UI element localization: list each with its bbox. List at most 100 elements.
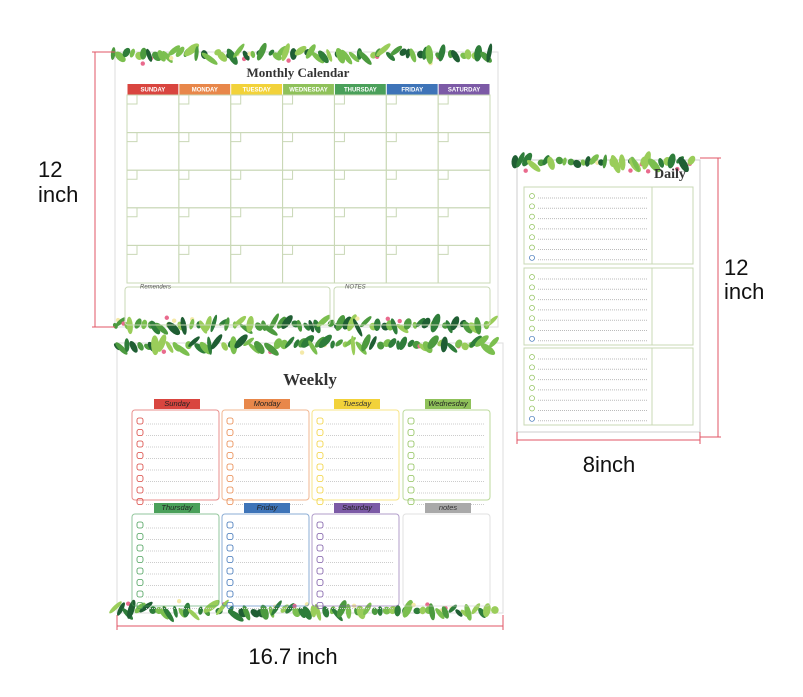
checkbox: [316, 498, 324, 505]
day-header: [231, 84, 283, 95]
leaf: [631, 156, 640, 172]
leaf: [667, 153, 676, 169]
checkbox: [136, 556, 144, 563]
leaf: [580, 159, 586, 166]
leaf: [567, 158, 575, 166]
flower: [140, 61, 145, 66]
date-box: [282, 132, 294, 143]
date-box: [386, 245, 397, 255]
checkbox: [529, 395, 535, 402]
date-box: [438, 132, 449, 143]
reminders-label: Remenders: [140, 285, 171, 291]
checkbox: [407, 486, 415, 494]
leaf: [385, 52, 396, 61]
day-header: [386, 84, 438, 95]
day-label: Monday: [254, 399, 282, 408]
leaf: [162, 606, 174, 623]
checkbox: [226, 579, 234, 586]
daily-section: [523, 347, 694, 426]
leaf: [352, 318, 363, 337]
leaf: [447, 343, 458, 353]
checkbox: [136, 498, 144, 505]
leaf: [547, 156, 555, 170]
flower: [176, 598, 182, 604]
leaf: [450, 316, 460, 331]
leaf: [589, 154, 599, 165]
day-label: WEDNESDAY: [289, 88, 327, 94]
leaf: [486, 43, 493, 63]
leaf: [361, 334, 371, 352]
checkbox: [407, 463, 415, 471]
date-box: [178, 95, 190, 105]
leaf: [440, 336, 448, 353]
leaf: [360, 316, 372, 328]
leaf: [441, 606, 449, 619]
flower: [171, 318, 177, 323]
leaf: [445, 320, 453, 334]
checkbox: [529, 213, 535, 220]
leaf: [146, 48, 153, 62]
leaf: [308, 320, 315, 333]
leaf: [293, 339, 300, 348]
checkbox: [407, 498, 415, 505]
leaf: [243, 337, 255, 347]
checkbox: [136, 567, 144, 575]
checkbox: [529, 354, 535, 360]
checkbox: [529, 234, 535, 241]
day-label: FRIDAY: [401, 88, 423, 94]
leaf: [678, 156, 689, 173]
leaf: [298, 607, 306, 619]
leaf: [647, 158, 661, 173]
leaf: [157, 50, 166, 62]
leaf: [218, 319, 228, 326]
leaf: [642, 151, 651, 170]
checkbox: [529, 315, 535, 322]
leaf: [149, 320, 161, 335]
day-label: SATURDAY: [448, 88, 480, 94]
dimension-label: 16.7 inch: [248, 644, 337, 669]
leaf: [562, 157, 567, 166]
checkbox: [136, 475, 144, 482]
leaf: [168, 45, 181, 56]
leaf: [347, 314, 357, 332]
checkbox: [226, 602, 234, 609]
flower: [168, 55, 174, 61]
day-header: [244, 503, 290, 513]
checkbox: [529, 305, 535, 311]
leaf: [330, 340, 335, 349]
date-box: [230, 132, 242, 143]
daily-sheet: [516, 159, 701, 433]
checkbox: [407, 440, 415, 448]
checkbox: [529, 294, 535, 301]
leaf: [268, 313, 279, 331]
leaf: [165, 341, 174, 353]
date-box: [438, 170, 449, 180]
leaf: [474, 45, 483, 62]
checkbox: [529, 224, 535, 230]
weekly-title: Weekly: [283, 370, 337, 389]
daily-title: Daily: [654, 167, 686, 182]
leaf: [602, 154, 608, 169]
leaf: [419, 606, 427, 615]
leaf: [273, 338, 283, 349]
leaf: [413, 607, 421, 615]
leaf: [425, 45, 434, 64]
day-header: [154, 399, 200, 409]
leaf: [115, 342, 128, 355]
checkbox: [529, 193, 535, 199]
leaf: [438, 44, 446, 62]
leaf: [264, 342, 279, 356]
flower: [299, 350, 305, 355]
leaf: [207, 336, 213, 355]
leaf: [284, 336, 295, 349]
leaf: [430, 313, 441, 333]
leaf: [335, 339, 343, 347]
flower: [355, 316, 360, 321]
date-box: [178, 170, 190, 180]
leaf: [155, 322, 169, 335]
checkbox: [529, 284, 535, 291]
leaf: [658, 158, 665, 168]
date-box: [282, 207, 294, 218]
day-label: Saturday: [342, 503, 373, 512]
